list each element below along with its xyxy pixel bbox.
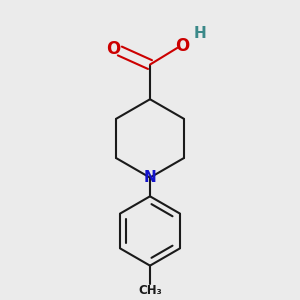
Text: CH₃: CH₃ xyxy=(138,284,162,297)
Text: H: H xyxy=(194,26,207,41)
Text: O: O xyxy=(106,40,120,58)
Text: O: O xyxy=(176,37,190,55)
Text: N: N xyxy=(144,170,156,185)
